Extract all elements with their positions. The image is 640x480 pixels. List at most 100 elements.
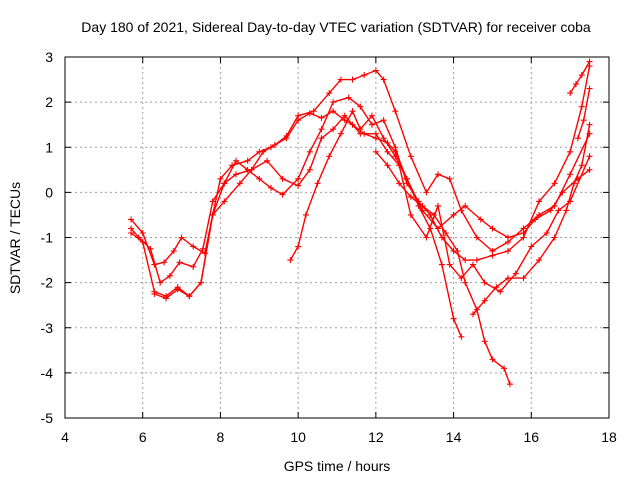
- data-point: [199, 245, 206, 252]
- data-point: [295, 175, 302, 182]
- x-tick-label: 4: [61, 429, 69, 445]
- data-point: [586, 153, 593, 160]
- data-point: [198, 279, 204, 286]
- data-point: [256, 175, 263, 182]
- data-point: [458, 207, 465, 214]
- x-tick-label: 8: [217, 429, 225, 445]
- series-track-5: [287, 108, 465, 340]
- data-point: [295, 182, 302, 189]
- x-tick-label: 6: [139, 429, 147, 445]
- data-point: [580, 117, 587, 124]
- series-track-2: [128, 67, 593, 286]
- data-point: [326, 153, 333, 160]
- data-point: [147, 245, 154, 252]
- data-point: [372, 67, 379, 74]
- data-point: [176, 259, 183, 266]
- data-point: [458, 333, 465, 340]
- data-point: [201, 250, 208, 257]
- y-tick-label: -1: [41, 230, 54, 246]
- data-point: [450, 315, 457, 322]
- data-point: [372, 130, 379, 137]
- series-track-6: [372, 148, 513, 388]
- data-point: [567, 171, 574, 178]
- data-point: [244, 157, 251, 164]
- data-point: [306, 166, 313, 173]
- data-point: [586, 121, 593, 128]
- data-point: [442, 229, 449, 236]
- data-point: [462, 279, 469, 286]
- data-point: [380, 117, 387, 124]
- data-point: [128, 229, 135, 236]
- series-track-7: [470, 121, 593, 318]
- data-point: [458, 275, 465, 282]
- data-point: [504, 248, 511, 255]
- data-point: [407, 211, 414, 218]
- data-point: [423, 234, 430, 241]
- data-point: [473, 234, 480, 241]
- data-point: [372, 148, 379, 155]
- data-point: [438, 234, 445, 241]
- data-point: [403, 175, 410, 182]
- data-point: [157, 279, 164, 286]
- data-point: [578, 72, 585, 79]
- data-point: [264, 157, 271, 164]
- data-point: [396, 180, 403, 187]
- data-point: [578, 103, 585, 110]
- series-track-9: [574, 85, 593, 142]
- data-point: [497, 288, 504, 295]
- data-point: [419, 202, 426, 209]
- data-point: [407, 193, 414, 200]
- data-point: [423, 189, 430, 196]
- data-point: [349, 76, 356, 83]
- data-point: [462, 257, 469, 264]
- data-point: [551, 234, 558, 241]
- data-point: [279, 191, 286, 198]
- data-point: [330, 126, 337, 133]
- y-tick-label: 2: [45, 94, 53, 110]
- data-point: [435, 202, 442, 209]
- data-point: [528, 243, 535, 250]
- data-point: [481, 297, 488, 304]
- data-point: [260, 148, 267, 155]
- data-point: [431, 211, 438, 218]
- data-point: [209, 211, 216, 218]
- data-point: [504, 275, 511, 282]
- data-point: [578, 162, 585, 169]
- data-point: [271, 141, 278, 148]
- y-tick-label: -4: [41, 365, 54, 381]
- data-point: [330, 108, 337, 115]
- data-point: [368, 121, 375, 128]
- data-point: [481, 279, 488, 286]
- data-point: [318, 114, 325, 121]
- x-tick-label: 16: [523, 429, 539, 445]
- data-point: [186, 293, 193, 300]
- series-line: [153, 65, 591, 300]
- data-point: [151, 290, 158, 297]
- data-point: [190, 263, 197, 270]
- data-point: [551, 180, 558, 187]
- y-axis-label: SDTVAR / TECUs: [7, 182, 23, 294]
- data-point: [326, 90, 333, 97]
- data-point: [163, 295, 170, 302]
- x-tick-label: 12: [368, 429, 384, 445]
- data-point: [586, 58, 593, 65]
- data-point: [536, 211, 543, 218]
- x-tick-label: 18: [601, 429, 617, 445]
- data-point: [567, 148, 574, 155]
- data-point: [501, 365, 508, 372]
- data-point: [551, 202, 558, 209]
- data-point: [536, 198, 543, 205]
- data-point: [567, 90, 574, 97]
- data-point: [341, 112, 348, 119]
- data-point: [392, 153, 399, 160]
- series-track-8: [567, 58, 593, 97]
- y-tick-label: 3: [45, 49, 53, 65]
- data-point: [330, 99, 337, 106]
- data-point: [287, 257, 294, 264]
- data-point: [236, 180, 243, 187]
- data-point: [574, 135, 581, 142]
- data-point: [438, 261, 445, 268]
- x-tick-label: 10: [290, 429, 306, 445]
- data-point: [543, 229, 550, 236]
